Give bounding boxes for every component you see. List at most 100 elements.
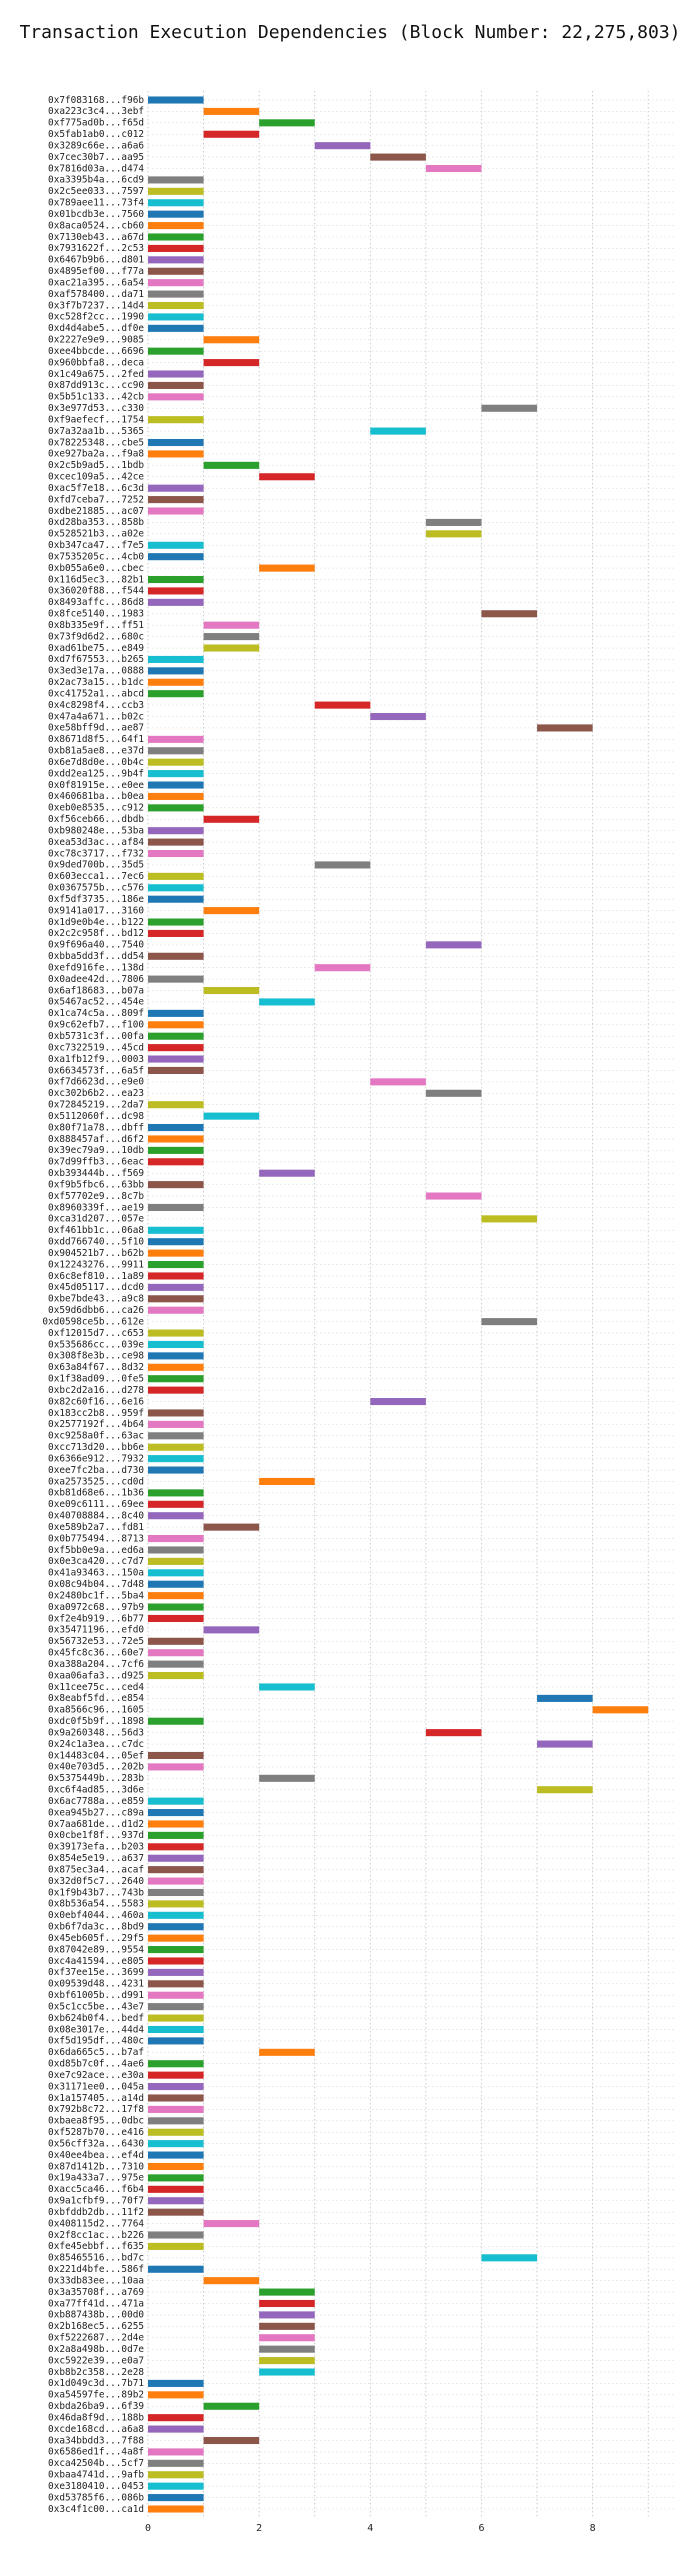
transaction-bar (203, 2436, 260, 2445)
transaction-bar (425, 1192, 482, 1200)
transaction-label: 0x45fc8c36...60e7 (48, 1648, 144, 1659)
transaction-bar (425, 1729, 482, 1737)
transaction-label: 0x9a1cfbf9...70f7 (48, 2196, 144, 2207)
transaction-label: 0x31171ee0...045a (48, 2081, 144, 2092)
transaction-label: 0xd28ba353...858b (48, 517, 144, 528)
transaction-label: 0xd53785f6...086b (48, 2492, 144, 2503)
transaction-label: 0x0b775494...8713 (48, 1533, 144, 1544)
transaction-label: 0x2480bc1f...5ba4 (48, 1590, 144, 1601)
transaction-label: 0x792b8c72...17f8 (48, 2104, 144, 2115)
transaction-label: 0x6af18683...b07a (48, 985, 144, 996)
transaction-bar (148, 1249, 204, 1257)
transaction-label: 0x9c62efb7...f100 (48, 1020, 144, 1031)
transaction-label: 0xbf61005b...d991 (48, 1990, 144, 2001)
transaction-bar (148, 2037, 204, 2045)
transaction-bar (481, 610, 538, 618)
transaction-bar (148, 1500, 204, 1508)
transaction-bar (148, 1066, 204, 1074)
transaction-bar (148, 1009, 204, 1017)
transaction-label: 0x2577192f...4b64 (48, 1419, 144, 1430)
transaction-bar (203, 359, 260, 367)
transaction-label: 0x308f8e3b...ce98 (48, 1351, 144, 1362)
transaction-label: 0x854e5e19...a637 (48, 1853, 144, 1864)
transaction-label: 0x528521b3...a02e (48, 529, 144, 540)
transaction-label: 0xe589b2a7...fd81 (48, 1522, 144, 1533)
transaction-bar (148, 1980, 204, 1988)
transaction-label: 0x9f696a40...7540 (48, 940, 144, 951)
transaction-label: 0x33db83ee...10aa (48, 2275, 144, 2286)
transaction-bar (148, 1295, 204, 1303)
transaction-bar (148, 2128, 204, 2136)
transaction-label: 0x3e977d53...c330 (48, 403, 144, 414)
transaction-bar (148, 1968, 204, 1976)
transaction-label: 0x6634573f...6a5f (48, 1065, 144, 1076)
transaction-label: 0x39ec79a9...10db (48, 1145, 144, 1156)
transaction-bar (148, 1272, 204, 1280)
transaction-bar (148, 1569, 204, 1577)
transaction-bar (148, 290, 204, 298)
transaction-label: 0xbc2d2a16...d278 (48, 1385, 144, 1396)
transaction-label: 0x8fce5140...1983 (48, 609, 144, 620)
transaction-bar (203, 1523, 260, 1531)
transaction-bar (425, 518, 482, 526)
transaction-label: 0x78225348...cbe5 (48, 437, 144, 448)
transaction-label: 0xf2e4b919...6b77 (48, 1613, 144, 1624)
transaction-label: 0xa34bbdd3...7f88 (48, 2435, 144, 2446)
transaction-bar (148, 2071, 204, 2079)
transaction-label: 0xea945b27...c89a (48, 1807, 144, 1818)
x-tick-label: 6 (478, 2523, 484, 2534)
transaction-label: 0xf57702e9...8c7b (48, 1191, 144, 1202)
transaction-label: 0xa388a204...7cf6 (48, 1659, 144, 1670)
transaction-label: 0x08c94b04...7d48 (48, 1579, 144, 1590)
transaction-bar (148, 2094, 204, 2102)
transaction-bar (148, 222, 204, 230)
transaction-label: 0xb393444b...f569 (48, 1168, 144, 1179)
transaction-label: 0x82c60f16...6e16 (48, 1396, 144, 1407)
transaction-label: 0xcc713d20...bb6e (48, 1442, 144, 1453)
transaction-label: 0x56732e53...72e5 (48, 1636, 144, 1647)
transaction-bar (148, 233, 204, 241)
transaction-bar (425, 530, 482, 538)
transaction-bar (203, 2277, 260, 2285)
transaction-label: 0xb624b0f4...bedf (48, 2013, 144, 2024)
transaction-label: 0x36020f88...f544 (48, 586, 144, 597)
transaction-bar (148, 1512, 204, 1520)
transaction-label: 0x87042e89...9554 (48, 1944, 144, 1955)
transaction-bar (148, 884, 204, 892)
transaction-bar (148, 598, 204, 606)
transaction-bar (370, 1078, 426, 1086)
transaction-bar (148, 838, 204, 846)
transaction-label: 0x7816d03a...d474 (48, 163, 144, 174)
transaction-bar (148, 2151, 204, 2159)
transaction-bar (148, 2162, 204, 2171)
transaction-label: 0xf9aefecf...1754 (48, 414, 144, 425)
transaction-label: 0x6da665c5...b7af (48, 2047, 144, 2058)
transaction-bar (148, 1592, 204, 1600)
transaction-label: 0xe927ba2a...f9a8 (48, 449, 144, 460)
transaction-label: 0x45eb605f...29f5 (48, 1933, 144, 1944)
transaction-label: 0x3f7b7237...14d4 (48, 300, 144, 311)
transaction-bar (148, 2014, 204, 2022)
transaction-bar (259, 1683, 315, 1691)
transaction-bar (259, 564, 315, 572)
transaction-bar (148, 804, 204, 812)
transaction-bar (148, 2242, 204, 2250)
transaction-label: 0x6467b9b6...d801 (48, 255, 144, 266)
transaction-label: 0xfd7ceba7...7252 (48, 494, 144, 505)
transaction-label: 0x3c4f1c00...ca1d (48, 2504, 144, 2515)
transaction-bar (148, 1306, 204, 1314)
transaction-label: 0x5375449b...283b (48, 1773, 144, 1784)
transaction-label: 0x32d0f5c7...2640 (48, 1876, 144, 1887)
transaction-label: 0xb980248e...53ba (48, 825, 144, 836)
transaction-label: 0x7d99ffb3...6eac (48, 1157, 144, 1168)
transaction-bar (148, 1946, 204, 1954)
transaction-label: 0xca42504b...5cf7 (48, 2458, 144, 2469)
transaction-label: 0x3a35708f...a769 (48, 2287, 144, 2298)
transaction-bar (425, 941, 482, 949)
transaction-bar (148, 2197, 204, 2205)
transaction-label: 0xc41752a1...abcd (48, 688, 144, 699)
transaction-label: 0x8b335e9f...ff51 (48, 620, 144, 631)
transaction-bar (537, 724, 593, 732)
transaction-bar (203, 644, 260, 652)
transaction-label: 0x6586ed1f...4a8f (48, 2447, 144, 2458)
